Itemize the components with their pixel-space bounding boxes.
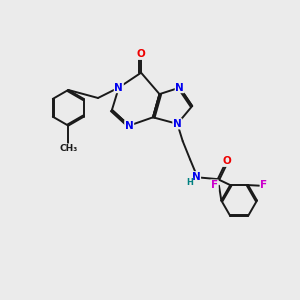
Text: N: N [114,82,123,93]
Text: N: N [173,119,182,129]
Text: CH₃: CH₃ [60,144,78,153]
Text: F: F [260,180,267,190]
Text: O: O [223,156,231,166]
Text: N: N [125,121,134,130]
Text: H: H [186,178,193,187]
Text: N: N [192,172,200,182]
Text: N: N [175,82,184,93]
Text: O: O [137,49,146,59]
Text: F: F [211,180,218,190]
